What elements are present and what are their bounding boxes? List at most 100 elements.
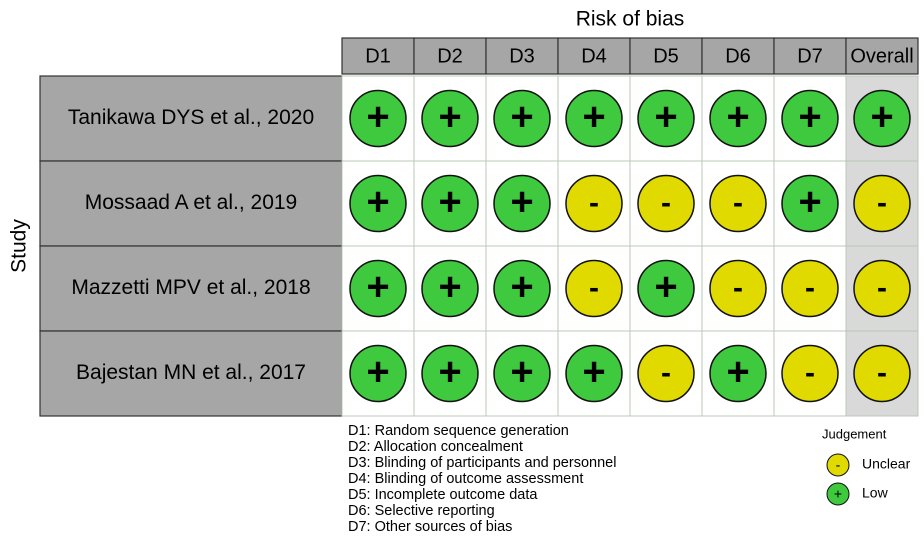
- judgement-symbol: +: [510, 350, 533, 394]
- judgement-symbol: +: [510, 180, 533, 224]
- judgement-symbol: +: [438, 265, 461, 309]
- judgement-symbol: +: [510, 95, 533, 139]
- domain-note: D4: Blinding of outcome assessment: [348, 471, 583, 487]
- judgement-symbol: +: [438, 180, 461, 224]
- judgement-symbol: -: [805, 356, 815, 389]
- judgement-circle: [349, 344, 407, 403]
- judgement-circle: [853, 89, 911, 148]
- judgement-circle: [493, 89, 551, 148]
- column-header: [629, 37, 703, 75]
- judgement-circle: [349, 259, 407, 318]
- domain-note: D3: Blinding of participants and personn…: [348, 455, 616, 471]
- judgement-symbol: +: [654, 265, 677, 309]
- legend-swatch: [826, 453, 850, 477]
- judgement-symbol: -: [661, 356, 671, 389]
- judgement-symbol: +: [654, 95, 677, 139]
- study-label: Mossaad A et al., 2019: [85, 191, 297, 214]
- judgement-symbol: +: [726, 350, 749, 394]
- judgement-circle: [781, 344, 839, 403]
- judgement-circle: [853, 259, 911, 318]
- judgement-symbol: +: [510, 265, 533, 309]
- judgement-symbol: -: [805, 271, 815, 304]
- column-header-label: D1: [365, 45, 391, 67]
- judgement-circle: [853, 174, 911, 233]
- judgement-symbol: +: [582, 95, 605, 139]
- column-header-label: D7: [797, 45, 823, 67]
- judgement-symbol: +: [798, 180, 821, 224]
- judgement-circle: [421, 259, 479, 318]
- judgement-circle: [853, 344, 911, 403]
- judgement-symbol: +: [798, 95, 821, 139]
- column-header: [341, 37, 415, 75]
- judgement-circle: [421, 174, 479, 233]
- legend-symbol: -: [836, 457, 841, 473]
- column-header-label: D3: [509, 45, 535, 67]
- judgement-symbol: +: [366, 350, 389, 394]
- judgement-circle: [781, 174, 839, 233]
- judgement-symbol: +: [726, 95, 749, 139]
- column-header-label: Overall: [850, 45, 913, 67]
- domain-note: D7: Other sources of bias: [348, 519, 512, 535]
- judgement-circle: [493, 344, 551, 403]
- judgement-symbol: -: [733, 186, 743, 219]
- judgement-circle: [349, 174, 407, 233]
- judgement-circle: [637, 174, 695, 233]
- judgement-symbol: +: [582, 350, 605, 394]
- column-header: [701, 37, 775, 75]
- judgement-symbol: +: [438, 95, 461, 139]
- judgement-circle: [565, 174, 623, 233]
- legend-symbol: +: [834, 486, 842, 502]
- judgement-symbol: +: [366, 265, 389, 309]
- study-cell: [39, 245, 343, 332]
- column-header-label: D5: [653, 45, 679, 67]
- judgement-circle: [637, 89, 695, 148]
- judgement-circle: [637, 344, 695, 403]
- judgement-symbol: -: [877, 356, 887, 389]
- judgement-symbol: -: [661, 186, 671, 219]
- column-header-label: D4: [581, 45, 607, 67]
- domain-note: D2: Allocation concealment: [348, 439, 523, 455]
- study-label: Bajestan MN et al., 2017: [76, 361, 306, 384]
- column-header: [413, 37, 487, 75]
- domain-note: D1: Random sequence generation: [348, 423, 569, 439]
- column-header-label: D6: [725, 45, 751, 67]
- judgement-circle: [565, 344, 623, 403]
- judgement-symbol: +: [366, 180, 389, 224]
- judgement-symbol: -: [589, 271, 599, 304]
- judgement-circle: [709, 344, 767, 403]
- judgement-circle: [709, 259, 767, 318]
- judgement-circle: [565, 89, 623, 148]
- judgement-circle: [637, 259, 695, 318]
- domain-note: D6: Selective reporting: [348, 503, 495, 519]
- judgement-symbol: -: [733, 271, 743, 304]
- judgement-circle: [781, 89, 839, 148]
- legend-label: Low: [862, 485, 889, 501]
- column-header-label: D2: [437, 45, 463, 67]
- y-label: Study: [8, 219, 31, 273]
- judgement-circle: [781, 259, 839, 318]
- judgement-circle: [349, 89, 407, 148]
- judgement-circle: [709, 174, 767, 233]
- judgement-circle: [493, 259, 551, 318]
- judgement-symbol: -: [589, 186, 599, 219]
- legend-title: Judgement: [822, 426, 887, 441]
- domain-note: D5: Incomplete outcome data: [348, 487, 538, 503]
- judgement-circle: [709, 89, 767, 148]
- judgement-circle: [421, 89, 479, 148]
- legend-swatch: [826, 482, 850, 506]
- judgement-symbol: -: [877, 271, 887, 304]
- column-header: [485, 37, 559, 75]
- judgement-circle: [493, 174, 551, 233]
- judgement-circle: [421, 344, 479, 403]
- judgement-symbol: +: [438, 350, 461, 394]
- study-label: Mazzetti MPV et al., 2018: [71, 276, 310, 299]
- judgement-circle: [565, 259, 623, 318]
- judgement-symbol: -: [877, 186, 887, 219]
- title: Risk of bias: [576, 8, 685, 31]
- study-label: Tanikawa DYS et al., 2020: [68, 106, 314, 129]
- judgement-symbol: +: [870, 95, 893, 139]
- column-header: [773, 37, 847, 75]
- column-header: [845, 37, 919, 75]
- judgement-symbol: +: [366, 95, 389, 139]
